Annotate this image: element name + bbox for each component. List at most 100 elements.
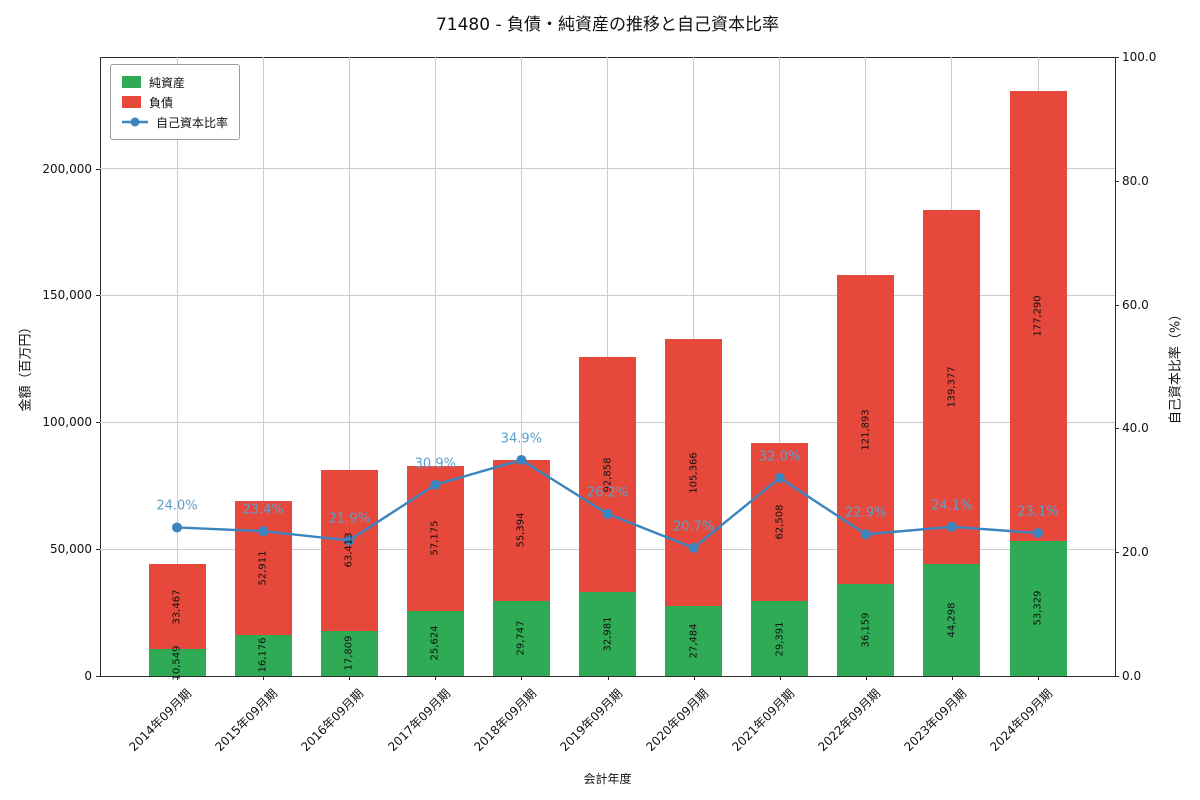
equity-ratio-marker xyxy=(344,535,355,546)
equity-ratio-marker xyxy=(688,542,699,553)
net-assets-bar-segment xyxy=(923,563,981,676)
legend-item-liabilities: 負債 xyxy=(122,92,228,112)
net-assets-value-label: 17,809 xyxy=(343,635,355,671)
net-assets-value-label: 36,159 xyxy=(860,612,872,648)
net-assets-value-label: 25,624 xyxy=(429,625,441,661)
right-tick-label: 100.0 xyxy=(1122,50,1157,64)
liabilities-value-label: 177,290 xyxy=(1032,295,1044,337)
liabilities-bar-segment xyxy=(234,500,292,635)
liabilities-bar-segment xyxy=(1009,90,1067,541)
equity-ratio-marker xyxy=(946,521,957,532)
vertical-gridline xyxy=(520,57,522,676)
left-tick-label: 150,000 xyxy=(42,288,92,303)
liabilities-value-label: 57,175 xyxy=(429,520,441,556)
vertical-gridline xyxy=(348,57,350,676)
value-label-layer: 10,549 33,467 16,176 52,911 17,809 63,413 25,6… xyxy=(100,57,1115,680)
net-assets-bar-segment xyxy=(320,630,378,676)
net-assets-value-label: 29,747 xyxy=(515,620,527,656)
net-assets-value-label: 44,298 xyxy=(946,602,958,638)
left-tick-mark xyxy=(96,168,100,170)
net-assets-bar-segment xyxy=(665,606,723,676)
equity-ratio-value-label: 22.9% xyxy=(845,505,887,521)
plot-area: 10,549 33,467 16,176 52,911 17,809 63,413 25,6… xyxy=(100,57,1115,680)
liabilities-bar-segment xyxy=(406,465,464,611)
bottom-tick-mark xyxy=(521,676,523,680)
net-assets-value-label: 32,981 xyxy=(602,616,613,652)
equity-ratio-value-label: 24.0% xyxy=(156,498,198,514)
right-tick-mark xyxy=(1115,304,1119,306)
x-tick-label: 2022年09月期 xyxy=(815,686,884,755)
net-assets-value-label: 29,391 xyxy=(774,621,786,657)
left-axis-title: 金額（百万円） xyxy=(18,320,34,412)
right-tick-label: 0.0 xyxy=(1122,669,1142,683)
equity-ratio-marker xyxy=(774,472,785,483)
left-tick-label: 0 xyxy=(84,669,92,683)
liabilities-value-label: 121,893 xyxy=(860,408,872,451)
liabilities-value-label: 105,366 xyxy=(688,451,700,494)
net-assets-bar-segment xyxy=(579,592,636,676)
horizontal-gridline xyxy=(100,294,1115,296)
bottom-tick-mark xyxy=(349,676,351,680)
net-assets-bar-segment xyxy=(148,649,206,676)
vertical-gridline xyxy=(176,57,178,676)
equity-ratio-marker xyxy=(172,522,182,533)
right-tick-label: 60.0 xyxy=(1122,297,1149,312)
left-tick-label: 100,000 xyxy=(42,415,92,430)
top-spine xyxy=(100,57,1116,58)
equity-ratio-marker xyxy=(430,479,441,490)
x-tick-label: 2016年09月期 xyxy=(298,686,367,755)
equity-ratio-line-swatch xyxy=(122,117,148,127)
bottom-tick-mark xyxy=(693,676,695,680)
equity-ratio-value-label: 24.1% xyxy=(931,498,973,514)
left-tick-mark xyxy=(96,295,100,297)
liabilities-bar-segment xyxy=(579,356,636,593)
x-tick-label: 2014年09月期 xyxy=(126,686,195,755)
equity-ratio-value-label: 23.4% xyxy=(242,502,284,518)
legend-label-net-assets: 純資産 xyxy=(149,75,186,90)
liabilities-bar-segment xyxy=(665,338,723,607)
right-axis-title: 自己資本比率（%） xyxy=(1168,307,1184,425)
ratio-line-chart xyxy=(172,454,1043,553)
bottom-tick-mark xyxy=(1038,676,1039,680)
liabilities-value-label: 55,394 xyxy=(515,512,527,548)
right-tick-mark xyxy=(1115,428,1119,430)
equity-ratio-value-label: 20.7% xyxy=(672,519,715,535)
x-tick-label: 2019年09月期 xyxy=(557,686,625,755)
net-assets-swatch xyxy=(122,76,141,88)
x-tick-label: 2024年09月期 xyxy=(987,686,1056,755)
right-tick-mark xyxy=(1115,552,1119,554)
bottom-tick-mark xyxy=(607,676,609,680)
bottom-tick-mark xyxy=(177,676,178,680)
liabilities-bar-segment xyxy=(320,469,378,631)
net-assets-value-label: 27,484 xyxy=(688,623,700,659)
equity-ratio-marker xyxy=(860,529,871,540)
x-tick-label: 2017年09月期 xyxy=(384,686,453,755)
net-assets-bar-segment xyxy=(234,634,292,676)
bottom-tick-mark xyxy=(435,676,437,680)
left-tick-mark xyxy=(96,422,100,424)
liabilities-bar-segment xyxy=(148,564,206,650)
equity-ratio-marker xyxy=(1033,528,1043,539)
right-tick-label: 40.0 xyxy=(1122,421,1149,436)
horizontal-gridline xyxy=(100,168,1115,170)
bar-layer xyxy=(100,57,1115,676)
equity-ratio-value-label: 26.2% xyxy=(586,485,629,501)
vertical-gridline xyxy=(262,57,264,676)
legend-label-equity-ratio: 自己資本比率 xyxy=(156,115,229,130)
equity-ratio-value-label: 32.0% xyxy=(759,449,801,465)
net-assets-value-label: 16,176 xyxy=(257,637,269,673)
equity-ratio-marker xyxy=(602,508,613,519)
x-axis-title: 会計年度 xyxy=(583,772,632,786)
bottom-tick-mark xyxy=(779,676,781,680)
bottom-tick-mark xyxy=(951,676,953,680)
liabilities-value-label: 63,413 xyxy=(343,532,355,568)
liabilities-bar-segment xyxy=(923,210,981,564)
legend-label-liabilities: 負債 xyxy=(149,95,174,110)
net-assets-bar-segment xyxy=(406,610,464,676)
left-spine xyxy=(100,57,101,676)
x-tick-label: 2018年09月期 xyxy=(470,686,539,755)
equity-ratio-value-label: 21.9% xyxy=(328,511,370,527)
equity-ratio-marker xyxy=(258,526,269,537)
liabilities-bar-segment xyxy=(492,460,550,601)
